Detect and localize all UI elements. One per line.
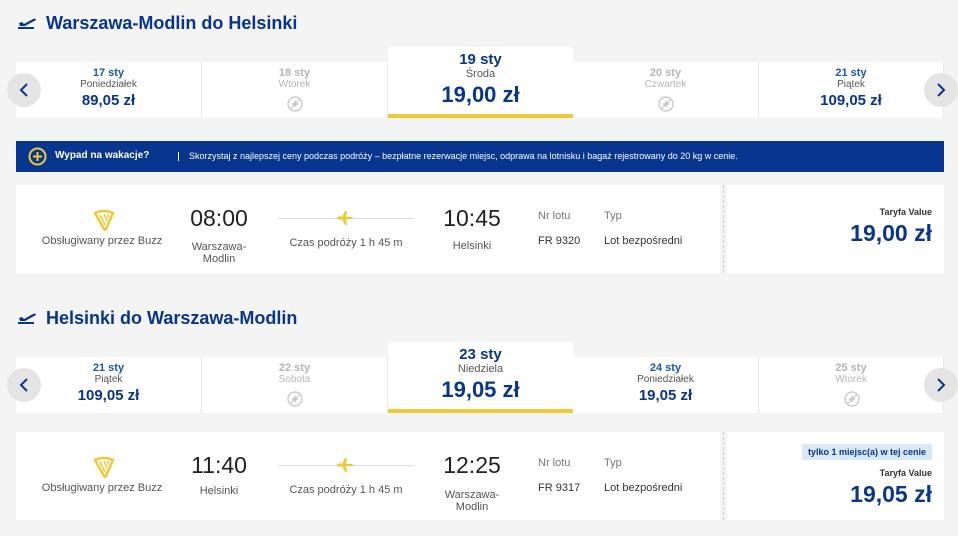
flight-no-label: Nr lotu (538, 457, 571, 469)
price: 89,05 zł (81, 92, 136, 109)
fare-label: Taryfa Value (879, 207, 932, 217)
price: 19,00 zł (441, 82, 520, 107)
operator: Obsługiwany przez Buzz (41, 482, 163, 494)
fare: 19,05 zł (850, 481, 932, 507)
divider (178, 152, 179, 161)
date-cell: 18 sty Wtorek (202, 62, 388, 118)
fare-label: Taryfa Value (879, 468, 932, 478)
departure-time: 08:00 (190, 205, 248, 231)
fare: 19,00 zł (850, 220, 932, 246)
seat-badge: tylko 1 miejsc(a) w tej cenie (801, 444, 932, 460)
date-cell[interactable]: 19 sty Środa 19,00 zł (388, 47, 573, 118)
arrival-time: 10:45 (443, 205, 501, 231)
date-cell[interactable]: 24 sty Poniedziałek 19,05 zł (573, 357, 759, 413)
type-label: Typ (604, 457, 622, 469)
date-cell: 25 sty Wtorek (759, 357, 944, 413)
flight-card[interactable]: Obsługiwany przez Buzz 08:00 Warszawa-Modl… (16, 185, 720, 273)
date-cell[interactable]: 17 sty Poniedziałek 89,05 zł (16, 62, 202, 118)
duration: Czas podróży 1 h 45 m (289, 237, 403, 249)
weekday: Piątek (837, 79, 865, 90)
weekday: Poniedziałek (80, 79, 137, 90)
date-cell[interactable]: 23 sty Niedziela 19,05 zł (388, 342, 573, 413)
card-divider (723, 185, 724, 273)
date-cell[interactable]: 21 sty Piątek 109,05 zł (16, 357, 202, 413)
promo-banner: Wypad na wakacje? Skorzystaj z najlepszej… (16, 141, 944, 172)
weekday: Wtorek (835, 374, 867, 385)
date-cell: 20 sty Czwartek (573, 62, 759, 118)
weekday: Piątek (94, 374, 123, 385)
flight-no: FR 9317 (538, 482, 581, 494)
flight-no-label: Nr lotu (538, 210, 571, 222)
leg-title: Helsinki do Warszawa-Modlin (46, 308, 298, 328)
date: 20 sty (649, 67, 682, 79)
prev-arrow[interactable] (7, 368, 41, 402)
date: 23 sty (459, 346, 502, 363)
next-arrow[interactable] (924, 73, 958, 107)
date: 24 sty (649, 362, 682, 374)
card-divider (723, 432, 724, 520)
date-cell[interactable]: 21 sty Piątek 109,05 zł (759, 62, 944, 118)
banner-title: Wypad na wakacje? (55, 150, 150, 161)
plus-icon (28, 147, 47, 166)
next-arrow[interactable] (924, 368, 958, 402)
weekday: Czwartek (644, 79, 687, 90)
date: 25 sty (835, 362, 867, 374)
operator: Obsługiwany przez Buzz (41, 235, 163, 247)
date: 22 sty (278, 362, 311, 374)
unavailable-icon (843, 391, 860, 407)
date: 21 sty (92, 362, 125, 374)
price: 109,05 zł (820, 92, 882, 109)
unavailable-icon (658, 96, 674, 112)
unavailable-icon (287, 96, 303, 112)
weekday: Wtorek (278, 79, 311, 90)
date-cell: 22 sty Sobota (202, 357, 388, 413)
flight-no: FR 9320 (538, 235, 581, 247)
chevron-right (937, 83, 946, 97)
chevron-left (19, 83, 28, 97)
banner-text: Skorzystaj z najlepszej ceny podczas pod… (189, 151, 738, 161)
leg-title: Warszawa-Modlin do Helsinki (46, 13, 298, 33)
arrival-city: Helsinki (452, 240, 492, 252)
departure-city: Warszawa-Modlin (191, 241, 247, 265)
fare-card[interactable]: Taryfa Value 19,00 zł (727, 185, 944, 273)
fare-card[interactable]: tylko 1 miejsc(a) w tej cenie Taryfa Valu… (727, 432, 944, 520)
plane-icon (18, 313, 36, 324)
departure-city: Helsinki (199, 485, 239, 497)
route-plane (336, 458, 353, 472)
departure-time: 11:40 (191, 452, 247, 478)
unavailable-icon (287, 391, 303, 407)
date: 17 sty (92, 67, 125, 79)
flight-type: Lot bezpośredni (604, 235, 683, 247)
weekday: Poniedziałek (637, 374, 694, 385)
chevron-left (19, 378, 28, 392)
price: 19,05 zł (638, 387, 693, 404)
airline-logo (93, 209, 115, 231)
price: 109,05 zł (77, 387, 140, 404)
chevron-right (937, 378, 946, 392)
flight-card[interactable]: Obsługiwany przez Buzz 11:40 Helsinki Czas … (16, 432, 720, 520)
route-plane (336, 211, 353, 225)
duration: Czas podróży 1 h 45 m (289, 484, 403, 496)
date: 18 sty (278, 67, 311, 79)
flight-type: Lot bezpośredni (604, 482, 683, 494)
arrival-time: 12:25 (443, 452, 501, 478)
type-label: Typ (604, 210, 622, 222)
price: 19,05 zł (441, 377, 520, 402)
weekday: Środa (465, 68, 496, 80)
date: 19 sty (459, 51, 502, 68)
arrival-city: Warszawa-Modlin (444, 489, 500, 513)
weekday: Sobota (278, 374, 311, 385)
weekday: Niedziela (457, 363, 504, 375)
airline-logo (93, 456, 115, 478)
plane-icon (18, 18, 36, 29)
prev-arrow[interactable] (7, 73, 41, 107)
date: 21 sty (835, 67, 867, 79)
